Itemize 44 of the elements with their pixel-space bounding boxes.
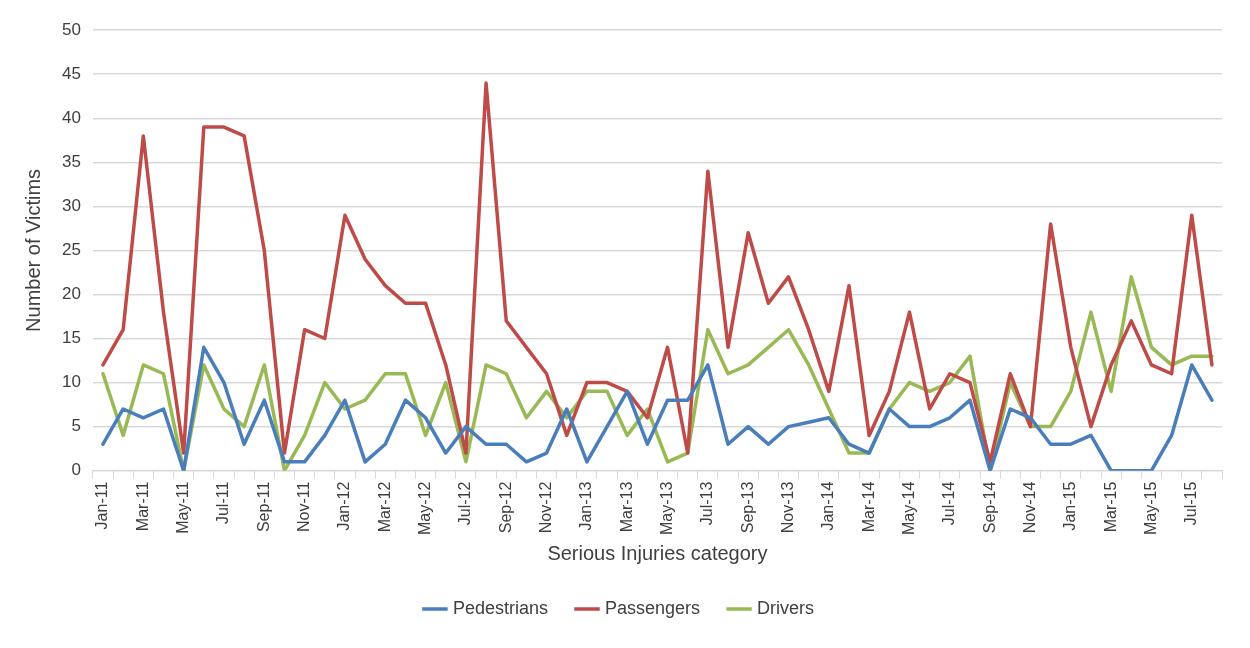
x-tick-label: Jul-14 xyxy=(940,481,958,526)
x-tick-label: Jan-13 xyxy=(577,481,595,531)
y-tick-label: 15 xyxy=(61,328,81,348)
x-tick-label: Nov-14 xyxy=(1020,481,1038,534)
x-tick-label: May-14 xyxy=(899,481,917,536)
x-axis-title: Serious Injuries category xyxy=(547,541,768,564)
x-tick-label: Jul-13 xyxy=(698,481,716,526)
y-tick-label: 25 xyxy=(61,240,81,260)
x-tick-label: Mar-15 xyxy=(1101,481,1119,533)
x-tick-label: Jan-15 xyxy=(1061,481,1079,531)
legend-label: Passengers xyxy=(605,597,701,618)
legend-label: Pedestrians xyxy=(452,597,549,618)
x-tick-label: Jan-11 xyxy=(93,481,111,530)
legend-label: Drivers xyxy=(757,597,815,618)
y-tick-label: 0 xyxy=(71,460,81,480)
x-tick-label: Sep-13 xyxy=(738,481,756,534)
x-tick-label: Nov-11 xyxy=(295,481,313,533)
x-tick-label: May-15 xyxy=(1141,481,1159,536)
x-tick-label: Mar-12 xyxy=(375,481,393,533)
x-tick-label: Jan-14 xyxy=(819,481,837,531)
y-axis-title: Number of Victims xyxy=(21,168,44,332)
x-tick-label: Sep-11 xyxy=(254,481,272,533)
x-tick-label: Nov-13 xyxy=(778,481,796,534)
y-tick-label: 35 xyxy=(61,152,81,172)
x-tick-label: Jul-15 xyxy=(1182,481,1200,526)
x-tick-label: Mar-14 xyxy=(859,481,877,533)
x-tick-label: Jul-11 xyxy=(214,481,232,525)
x-tick-label: Jul-12 xyxy=(456,481,474,526)
x-tick-label: Sep-12 xyxy=(496,481,514,534)
y-tick-label: 10 xyxy=(61,372,81,392)
y-tick-label: 45 xyxy=(61,63,81,83)
x-tick-label: Nov-12 xyxy=(536,481,554,534)
x-tick-label: Mar-11 xyxy=(133,481,151,532)
y-tick-label: 30 xyxy=(61,196,81,216)
y-tick-label: 20 xyxy=(61,284,81,304)
x-tick-label: May-12 xyxy=(415,481,433,536)
x-tick-label: May-13 xyxy=(657,481,675,536)
x-tick-label: May-11 xyxy=(174,481,192,534)
x-tick-label: Jan-12 xyxy=(335,481,353,531)
x-tick-label: Sep-14 xyxy=(980,481,998,534)
x-tick-label: Mar-13 xyxy=(617,481,635,533)
y-tick-label: 40 xyxy=(61,107,81,127)
y-tick-label: 50 xyxy=(61,19,81,39)
y-tick-label: 5 xyxy=(71,416,81,436)
